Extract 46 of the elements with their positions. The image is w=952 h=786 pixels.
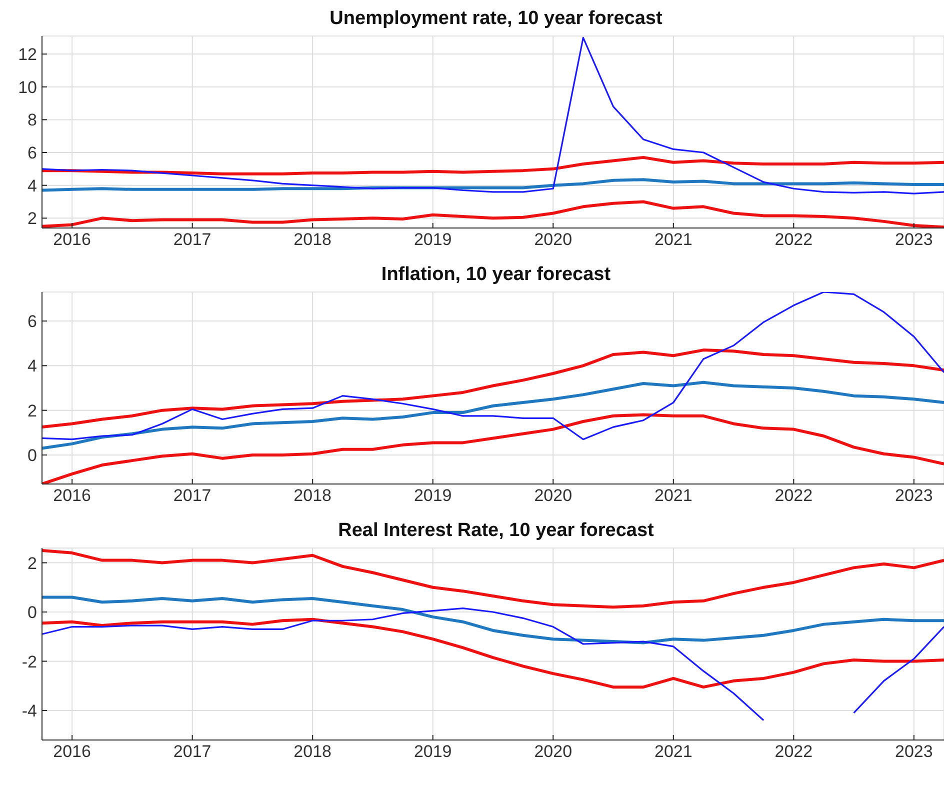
x-tick-label: 2017 [173, 486, 212, 506]
x-tick-label: 2021 [654, 230, 692, 250]
line-series [42, 596, 944, 644]
x-tick-label: 2018 [294, 230, 332, 250]
x-tick-label: 2021 [654, 486, 692, 506]
y-tick-label: 2 [28, 209, 37, 228]
y-tick-label: 6 [28, 144, 37, 163]
line-series [42, 380, 944, 450]
x-tick-label: 2019 [414, 230, 452, 250]
x-tick-label: 2022 [774, 742, 813, 762]
x-tick-label: 2020 [534, 230, 572, 250]
chart-title: Unemployment rate, 10 year forecast [328, 8, 664, 30]
x-tick-label: 2023 [895, 742, 933, 762]
chart-title: Inflation, 10 year forecast [380, 264, 612, 286]
x-tick-label: 2016 [53, 486, 91, 506]
y-tick-label: 6 [28, 312, 37, 332]
x-tick-label: 2023 [895, 486, 933, 506]
x-tick-label: 2022 [774, 486, 813, 506]
y-tick-label: 2 [28, 401, 37, 420]
x-tick-label: 2018 [294, 742, 332, 762]
y-tick-label: 4 [28, 356, 37, 376]
x-tick-label: 2020 [534, 742, 572, 762]
line-series [42, 348, 944, 429]
x-tick-label: 2020 [534, 486, 572, 506]
y-tick-label: 8 [28, 110, 37, 130]
line-series [42, 618, 944, 689]
x-tick-label: 2016 [53, 230, 91, 250]
y-tick-label: -4 [22, 701, 37, 720]
y-tick-label: 0 [28, 603, 37, 622]
x-tick-label: 2019 [414, 486, 452, 506]
x-tick-label: 2019 [414, 742, 452, 762]
x-tick-label: 2021 [654, 742, 692, 762]
x-tick-label: 2018 [294, 486, 332, 506]
y-tick-label: 2 [28, 554, 37, 573]
y-tick-label: 4 [28, 176, 37, 196]
x-tick-label: 2022 [774, 230, 813, 250]
y-tick-label: 12 [18, 45, 37, 64]
y-tick-label: 0 [28, 446, 37, 466]
x-tick-label: 2017 [173, 742, 212, 762]
line-series [42, 156, 944, 176]
y-tick-label: 10 [18, 78, 37, 97]
y-tick-label: -2 [22, 652, 37, 672]
x-tick-label: 2016 [53, 742, 91, 762]
x-tick-label: 2023 [895, 230, 933, 250]
x-tick-label: 2017 [173, 230, 212, 250]
chart-title: Real Interest Rate, 10 year forecast [337, 520, 655, 542]
